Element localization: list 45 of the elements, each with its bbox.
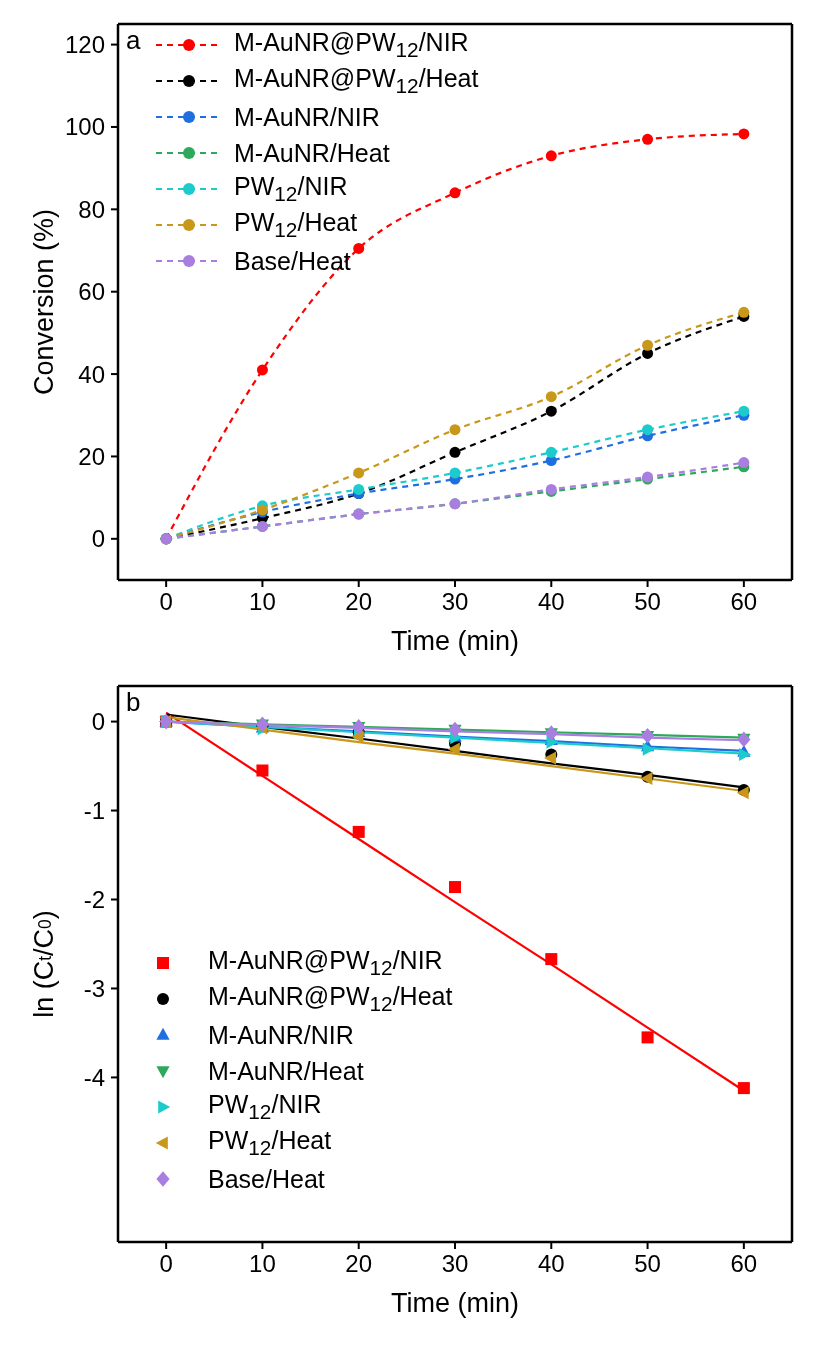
x-tick-label: 30 bbox=[441, 1250, 469, 1278]
x-tick-label: 40 bbox=[537, 1250, 565, 1278]
x-tick-label: 60 bbox=[730, 588, 758, 616]
x-tick-label: 30 bbox=[441, 588, 469, 616]
y-tick-label: 40 bbox=[78, 360, 105, 388]
x-axis-title: Time (min) bbox=[391, 626, 519, 656]
x-axis-title: Time (min) bbox=[391, 1288, 519, 1318]
y-tick-label: 60 bbox=[78, 278, 105, 306]
x-tick-label: 20 bbox=[345, 1250, 373, 1278]
legend-label: PW$_{12}$/NIR bbox=[208, 1090, 322, 1124]
y-tick-label: 120 bbox=[64, 31, 105, 59]
y-tick-label: -1 bbox=[83, 797, 105, 825]
legend-label: Base/Heat bbox=[208, 1164, 325, 1194]
x-tick-label: 10 bbox=[249, 1250, 276, 1278]
legend-label: PW$_{12}$/Heat bbox=[208, 1126, 332, 1160]
y-tick-label: 100 bbox=[64, 113, 105, 141]
legend-label: Base/Heat bbox=[234, 246, 351, 276]
y-tick-label: 0 bbox=[91, 525, 105, 553]
legend-label: M-AuNR@PW$_{12}$/Heat bbox=[234, 64, 479, 98]
legend-label: M-AuNR/NIR bbox=[208, 1020, 354, 1050]
y-tick-label: -3 bbox=[83, 974, 105, 1002]
chart-title: a bbox=[126, 25, 141, 56]
x-tick-label: 50 bbox=[634, 588, 661, 616]
legend-label: PW$_{12}$/Heat bbox=[234, 208, 358, 242]
x-tick-label: 20 bbox=[345, 588, 373, 616]
y-axis-title: Conversion (%) bbox=[29, 208, 60, 396]
y-tick-label: 80 bbox=[78, 195, 105, 223]
x-tick-label: 0 bbox=[159, 1250, 173, 1278]
x-tick-label: 60 bbox=[730, 1250, 758, 1278]
x-tick-label: 50 bbox=[634, 1250, 661, 1278]
legend-label: M-AuNR/NIR bbox=[234, 102, 380, 132]
x-tick-label: 10 bbox=[249, 588, 276, 616]
chart-title: b bbox=[126, 687, 141, 718]
legend-label: PW$_{12}$/NIR bbox=[234, 172, 348, 206]
legend-label: M-AuNR@PW$_{12}$/NIR bbox=[208, 946, 443, 980]
y-tick-label: 20 bbox=[78, 442, 105, 470]
legend-label: M-AuNR/Heat bbox=[234, 138, 390, 168]
legend-label: M-AuNR@PW$_{12}$/Heat bbox=[208, 982, 453, 1016]
legend-label: M-AuNR@PW$_{12}$/NIR bbox=[234, 28, 469, 62]
y-tick-label: -4 bbox=[83, 1063, 105, 1091]
y-tick-label: -2 bbox=[83, 886, 105, 914]
legend-label: M-AuNR/Heat bbox=[208, 1056, 364, 1086]
y-tick-label: 0 bbox=[91, 708, 105, 736]
x-tick-label: 40 bbox=[537, 588, 565, 616]
x-tick-label: 0 bbox=[159, 588, 173, 616]
